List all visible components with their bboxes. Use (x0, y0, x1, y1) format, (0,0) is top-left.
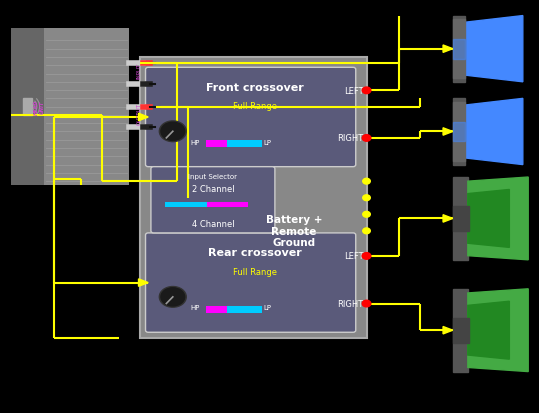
FancyBboxPatch shape (11, 29, 44, 186)
FancyBboxPatch shape (227, 306, 262, 313)
Text: LEFT: LEFT (344, 87, 364, 95)
Polygon shape (468, 190, 509, 248)
Polygon shape (443, 327, 453, 334)
Circle shape (161, 123, 185, 141)
Polygon shape (465, 99, 523, 165)
Polygon shape (443, 215, 453, 223)
Polygon shape (139, 279, 148, 287)
Circle shape (362, 135, 371, 142)
Bar (453, 40, 465, 59)
Circle shape (363, 195, 370, 201)
Bar (453, 122, 465, 142)
FancyBboxPatch shape (227, 141, 262, 147)
Text: Rear crossover: Rear crossover (208, 247, 302, 257)
Circle shape (363, 212, 370, 218)
Polygon shape (443, 46, 453, 53)
Text: RIGHT: RIGHT (337, 299, 364, 308)
Text: LP: LP (263, 304, 271, 311)
Bar (453, 289, 468, 372)
Polygon shape (139, 114, 148, 121)
Bar (453, 102, 465, 162)
Bar (453, 20, 465, 79)
FancyBboxPatch shape (146, 68, 356, 167)
Circle shape (362, 88, 371, 95)
FancyBboxPatch shape (11, 29, 129, 186)
Polygon shape (443, 128, 453, 136)
Text: Full Range: Full Range (233, 102, 277, 111)
Text: INPUT: INPUT (136, 62, 142, 78)
Polygon shape (468, 178, 528, 260)
FancyBboxPatch shape (207, 202, 248, 208)
Circle shape (362, 253, 371, 260)
Text: HEAD
UNIT: HEAD UNIT (34, 100, 45, 115)
Circle shape (161, 288, 185, 306)
Text: Input Selector: Input Selector (189, 174, 237, 180)
FancyBboxPatch shape (205, 306, 227, 313)
Text: Battery +
Remote
Ground: Battery + Remote Ground (266, 215, 322, 248)
Text: 2 Channel: 2 Channel (191, 185, 234, 194)
Text: LP: LP (263, 139, 271, 145)
Bar (453, 178, 468, 260)
FancyBboxPatch shape (146, 233, 356, 332)
FancyBboxPatch shape (151, 167, 275, 233)
Text: 4 Channel: 4 Channel (191, 219, 234, 228)
Polygon shape (468, 301, 509, 359)
Bar (453, 99, 465, 165)
FancyBboxPatch shape (165, 202, 207, 208)
Text: Front crossover: Front crossover (206, 82, 303, 92)
Bar (453, 17, 465, 83)
Circle shape (160, 121, 186, 142)
Text: Full Range: Full Range (233, 267, 277, 276)
Polygon shape (23, 99, 32, 116)
Bar (453, 318, 469, 343)
Polygon shape (468, 289, 528, 372)
Text: HP: HP (191, 304, 200, 311)
Polygon shape (465, 17, 523, 83)
Bar (453, 206, 469, 231)
FancyBboxPatch shape (140, 58, 367, 339)
Text: HP: HP (191, 139, 200, 145)
Text: OUTPUT: OUTPUT (136, 102, 142, 125)
Circle shape (160, 287, 186, 307)
FancyBboxPatch shape (205, 141, 227, 147)
Text: RIGHT: RIGHT (337, 134, 364, 143)
Circle shape (363, 228, 370, 234)
Circle shape (363, 179, 370, 185)
Circle shape (362, 301, 371, 307)
Text: LEFT: LEFT (344, 252, 364, 261)
